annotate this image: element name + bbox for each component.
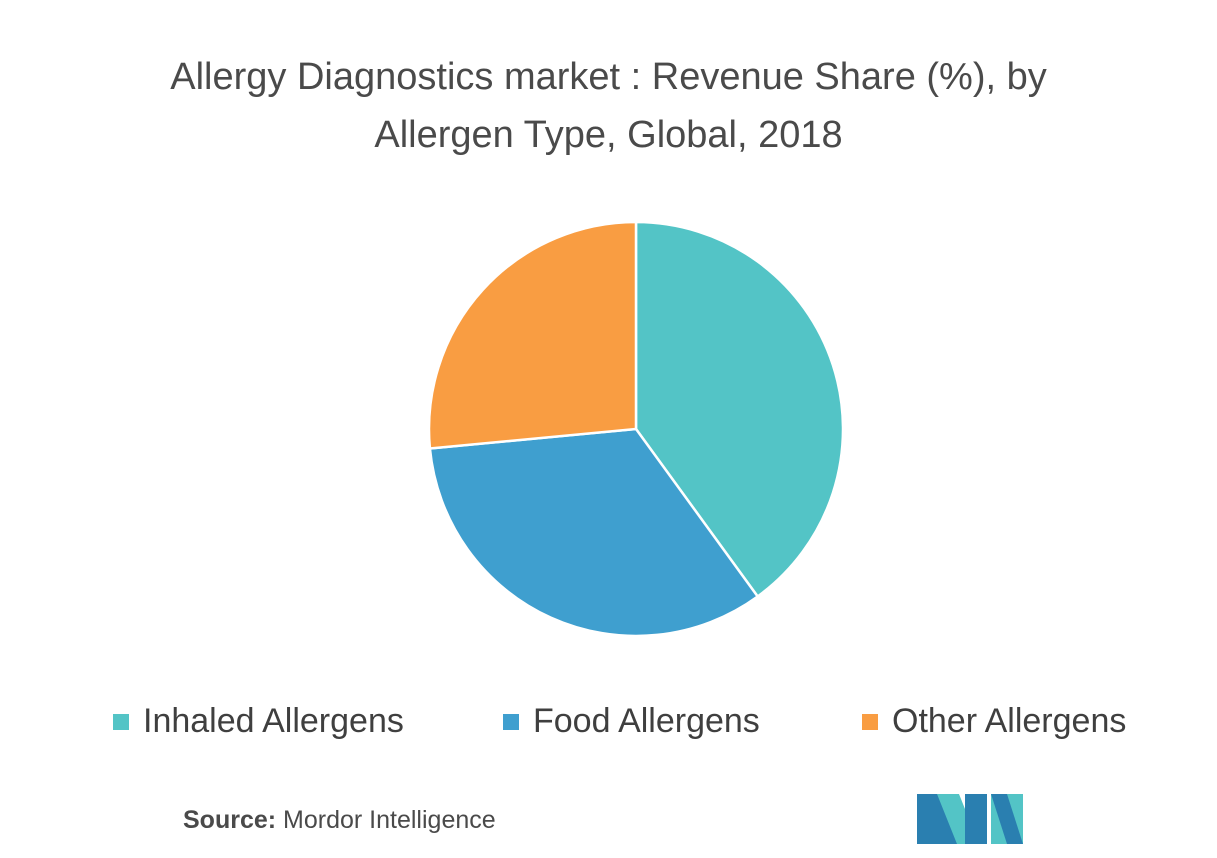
legend-item-inhaled: Inhaled Allergens	[113, 702, 404, 741]
legend-item-food: Food Allergens	[503, 702, 760, 741]
legend-item-other: Other Allergens	[862, 702, 1126, 741]
source-text: Mordor Intelligence	[283, 806, 496, 834]
pie-slice-food	[428, 427, 760, 638]
legend-swatch-other	[862, 713, 878, 730]
mordor-intelligence-logo-icon	[917, 794, 1023, 844]
legend-label-other: Other Allergens	[892, 702, 1127, 740]
legend-label-inhaled: Inhaled Allergens	[143, 702, 404, 740]
chart-legend: Inhaled Allergens Food Allergens Other A…	[0, 702, 1217, 752]
legend-label-food: Food Allergens	[533, 702, 760, 740]
chart-title: Allergy Diagnostics market : Revenue Sha…	[0, 48, 1217, 164]
source-note: Source: Mordor Intelligence	[183, 806, 496, 835]
legend-swatch-inhaled	[113, 713, 129, 730]
pie-slice-other	[427, 220, 638, 450]
chart-title-line-1: Allergy Diagnostics market : Revenue Sha…	[170, 56, 1047, 98]
pie-slice-inhaled	[634, 220, 845, 599]
chart-title-line-2: Allergen Type, Global, 2018	[374, 114, 843, 156]
legend-swatch-food	[503, 713, 519, 730]
source-label: Source:	[183, 806, 277, 834]
